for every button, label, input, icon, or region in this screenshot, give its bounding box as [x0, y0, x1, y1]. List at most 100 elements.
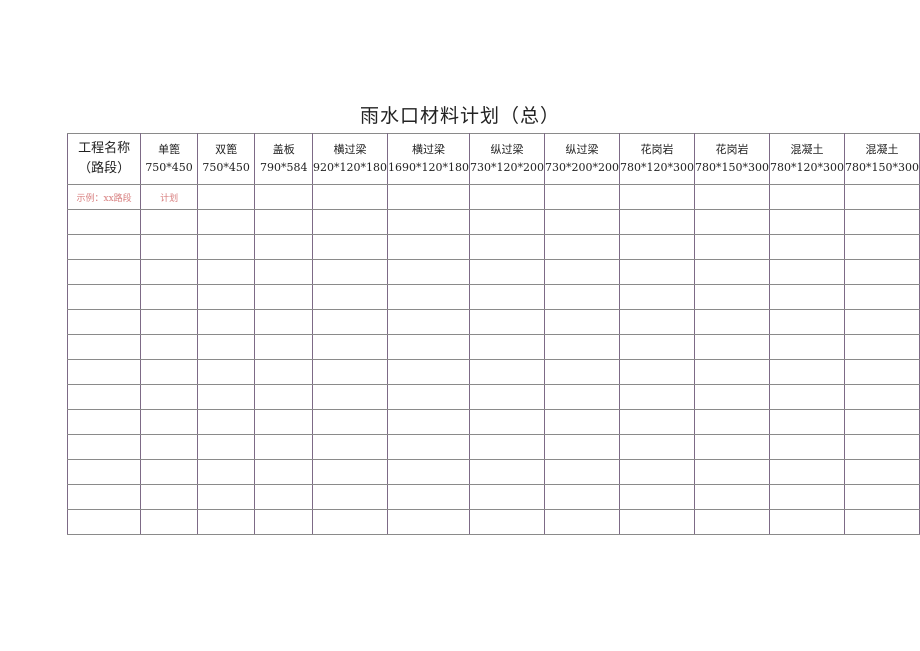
table-cell[interactable] — [693, 384, 770, 410]
table-cell[interactable] — [386, 384, 470, 410]
table-cell[interactable] — [843, 334, 920, 360]
table-cell[interactable] — [254, 409, 313, 435]
table-cell[interactable] — [768, 509, 845, 535]
table-cell[interactable] — [196, 209, 256, 235]
table-cell[interactable] — [543, 184, 620, 210]
table-cell[interactable] — [768, 359, 845, 385]
table-cell[interactable] — [311, 309, 388, 335]
table-cell[interactable] — [543, 434, 620, 460]
table-cell[interactable] — [843, 434, 920, 460]
table-cell[interactable] — [254, 259, 313, 285]
table-cell[interactable] — [843, 409, 920, 435]
table-cell[interactable] — [66, 334, 142, 360]
table-cell[interactable] — [768, 334, 845, 360]
table-cell[interactable] — [693, 234, 770, 260]
table-cell[interactable] — [66, 509, 142, 535]
table-cell[interactable] — [386, 509, 470, 535]
table-cell[interactable] — [311, 334, 388, 360]
table-cell[interactable] — [254, 184, 313, 210]
table-cell[interactable] — [543, 359, 620, 385]
table-cell[interactable] — [254, 459, 313, 485]
table-cell[interactable] — [543, 409, 620, 435]
table-cell[interactable] — [386, 359, 470, 385]
table-cell[interactable] — [768, 309, 845, 335]
table-cell[interactable] — [843, 484, 920, 510]
table-cell[interactable] — [693, 334, 770, 360]
table-cell[interactable] — [693, 434, 770, 460]
table-cell[interactable] — [386, 284, 470, 310]
table-cell[interactable] — [618, 459, 695, 485]
table-cell[interactable] — [768, 434, 845, 460]
table-cell[interactable] — [843, 509, 920, 535]
table-cell[interactable] — [693, 359, 770, 385]
table-cell[interactable] — [386, 234, 470, 260]
table-cell[interactable] — [693, 409, 770, 435]
table-cell[interactable] — [386, 459, 470, 485]
table-cell[interactable] — [66, 234, 142, 260]
table-cell[interactable] — [196, 459, 256, 485]
table-cell[interactable] — [66, 434, 142, 460]
table-cell[interactable] — [140, 209, 198, 235]
table-cell[interactable] — [254, 359, 313, 385]
table-cell[interactable] — [468, 334, 545, 360]
table-cell[interactable] — [386, 434, 470, 460]
table-cell[interactable] — [618, 359, 695, 385]
table-cell[interactable] — [843, 309, 920, 335]
table-cell[interactable] — [768, 284, 845, 310]
table-cell[interactable] — [140, 334, 198, 360]
table-cell[interactable] — [843, 234, 920, 260]
table-cell[interactable] — [843, 359, 920, 385]
table-cell[interactable] — [693, 184, 770, 210]
table-cell[interactable] — [768, 384, 845, 410]
table-cell[interactable] — [768, 234, 845, 260]
table-cell[interactable] — [468, 359, 545, 385]
table-cell[interactable] — [618, 209, 695, 235]
table-cell[interactable] — [66, 459, 142, 485]
table-cell[interactable] — [140, 259, 198, 285]
table-cell[interactable] — [140, 509, 198, 535]
table-cell[interactable] — [768, 209, 845, 235]
table-cell[interactable] — [468, 484, 545, 510]
table-cell[interactable] — [254, 384, 313, 410]
table-cell[interactable] — [386, 334, 470, 360]
table-cell[interactable] — [254, 334, 313, 360]
table-cell[interactable] — [468, 209, 545, 235]
table-cell[interactable] — [140, 459, 198, 485]
table-cell[interactable] — [66, 484, 142, 510]
table-cell[interactable] — [618, 284, 695, 310]
table-cell[interactable] — [311, 384, 388, 410]
table-cell[interactable] — [66, 284, 142, 310]
table-cell[interactable] — [468, 309, 545, 335]
table-cell[interactable] — [843, 209, 920, 235]
table-cell[interactable] — [693, 209, 770, 235]
table-cell[interactable] — [66, 209, 142, 235]
table-cell[interactable] — [468, 184, 545, 210]
table-cell[interactable] — [140, 409, 198, 435]
table-cell[interactable] — [693, 459, 770, 485]
table-cell[interactable] — [543, 234, 620, 260]
table-cell[interactable] — [843, 259, 920, 285]
table-cell[interactable] — [66, 359, 142, 385]
table-cell[interactable] — [843, 284, 920, 310]
table-cell[interactable] — [311, 434, 388, 460]
table-cell[interactable] — [693, 259, 770, 285]
table-cell[interactable] — [196, 184, 256, 210]
table-cell[interactable] — [140, 384, 198, 410]
table-cell[interactable] — [618, 184, 695, 210]
table-cell[interactable] — [468, 434, 545, 460]
table-cell[interactable] — [843, 184, 920, 210]
table-cell[interactable] — [311, 459, 388, 485]
table-cell[interactable] — [543, 284, 620, 310]
table-cell[interactable] — [843, 459, 920, 485]
table-cell[interactable] — [196, 309, 256, 335]
table-cell[interactable] — [254, 309, 313, 335]
table-cell[interactable] — [468, 509, 545, 535]
table-cell[interactable] — [254, 284, 313, 310]
table-cell[interactable] — [543, 459, 620, 485]
table-cell[interactable] — [618, 309, 695, 335]
table-cell[interactable] — [196, 434, 256, 460]
table-cell[interactable] — [618, 234, 695, 260]
table-cell[interactable] — [693, 484, 770, 510]
table-cell[interactable] — [311, 484, 388, 510]
table-cell[interactable] — [843, 384, 920, 410]
